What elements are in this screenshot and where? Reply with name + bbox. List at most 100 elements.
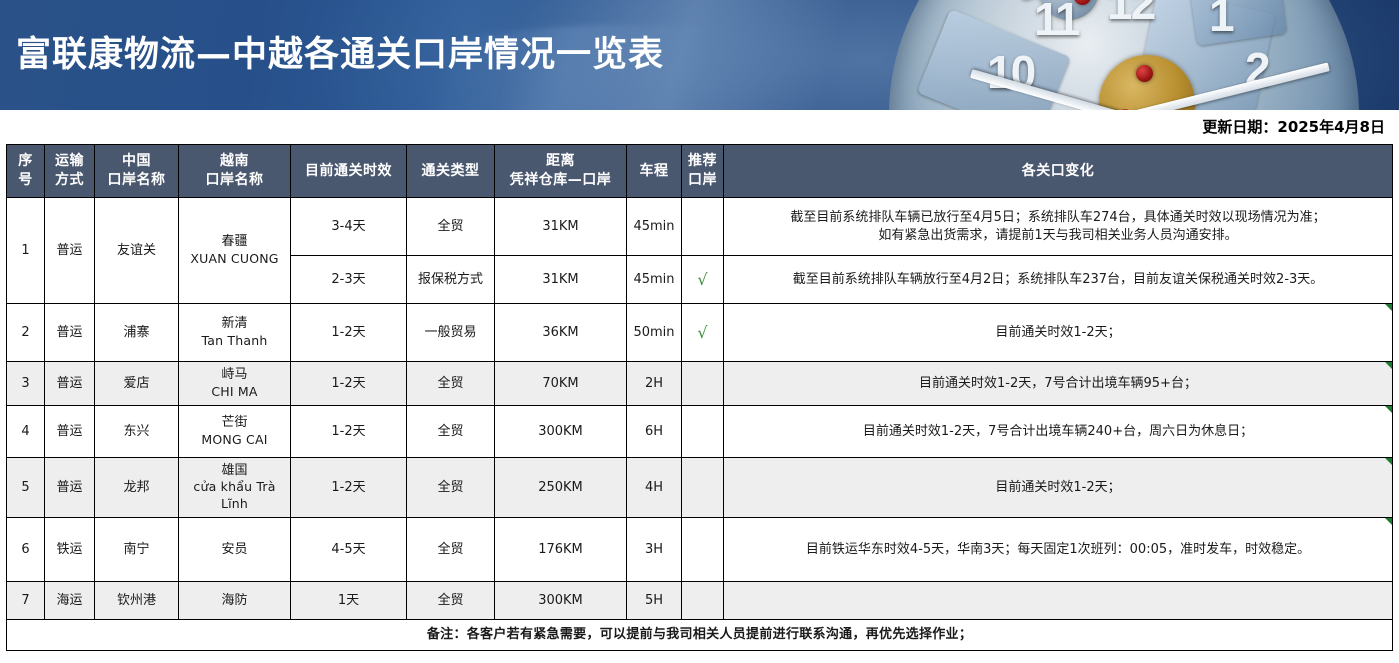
- column-header-recommended-line1: 推荐: [688, 153, 717, 170]
- cell-clearance-type: 全贸: [406, 457, 495, 518]
- check-icon: √: [697, 269, 708, 289]
- cell-vn-port: 芒街 MONG CAI: [178, 405, 291, 458]
- note-line: 截至目前系统排队车辆已放行至4月5日；系统排队车274台，具体通关时效以现场情况…: [790, 209, 1326, 225]
- cell-recommended: [681, 361, 724, 406]
- column-header-changes: 各关口变化: [723, 144, 1393, 198]
- note-line: 目前通关时效1-2天；: [995, 479, 1121, 495]
- cell-index: 1: [6, 197, 45, 304]
- cell-vn-port-latin: cửa khẩu Trà Lĩnh: [193, 479, 276, 512]
- page-title: 富联康物流—中越各通关口岸情况一览表: [16, 35, 665, 75]
- cell-vn-port: 春疆 XUAN CUONG: [178, 197, 291, 304]
- cell-distance: 300KM: [494, 581, 627, 620]
- table-row: 2 普运 浦寨 新清 Tan Thanh 1-2天 一般贸易 36KM 50min √ 目前通关时效…: [6, 303, 1393, 362]
- column-header-distance: 距离 凭祥仓库—口岸: [494, 144, 627, 198]
- cell-drive-time: 45min: [626, 197, 682, 256]
- note-line: 目前铁运华东时效4-5天，华南3天；每天固定1次班列：00:05，准时发车，时效…: [805, 541, 1311, 557]
- column-header-cn-port: 中国 口岸名称: [94, 144, 179, 198]
- cell-index: 5: [6, 457, 45, 518]
- cell-transport-mode: 普运: [44, 457, 95, 518]
- cell-cn-port: 南宁: [94, 517, 179, 582]
- cell-lead-time: 1-2天: [290, 405, 407, 458]
- footer-remark: 备注：各客户若有紧急需要，可以提前与我司相关人员提前进行联系沟通，再优先选择作业…: [6, 619, 1393, 651]
- cell-lead-time: 4-5天: [290, 517, 407, 582]
- column-header-distance-line1: 距离: [546, 153, 575, 170]
- cell-distance: 31KM: [494, 197, 627, 256]
- cell-transport-mode: 普运: [44, 303, 95, 362]
- column-header-transport-mode: 运输 方式: [44, 144, 95, 198]
- update-date-label: 更新日期：2025年4月8日: [1202, 118, 1385, 136]
- cell-drive-time: 6H: [626, 405, 682, 458]
- cell-clearance-type: 全贸: [406, 361, 495, 406]
- cell-vn-port: 雄国 cửa khẩu Trà Lĩnh: [178, 457, 291, 518]
- cell-cn-port: 钦州港: [94, 581, 179, 620]
- cell-lead-time: 1-2天: [290, 361, 407, 406]
- cell-index: 6: [6, 517, 45, 582]
- comment-marker-icon: [1385, 362, 1392, 369]
- clock-photo: 12 11 10 9 1 2: [839, 0, 1399, 110]
- cell-transport-mode: 普运: [44, 361, 95, 406]
- cell-cn-port: 友谊关: [94, 197, 179, 304]
- column-header-drive-time: 车程: [626, 144, 682, 198]
- comment-marker-icon: [1385, 304, 1392, 311]
- gear-icon: [1039, 0, 1099, 20]
- cell-vn-port: 新清 Tan Thanh: [178, 303, 291, 362]
- cell-index: 4: [6, 405, 45, 458]
- table-row: 6 铁运 南宁 安员 4-5天 全贸 176KM 3H 目前铁运华东时效4-5天，华南3天；每天…: [6, 517, 1393, 582]
- column-header-vn-port: 越南 口岸名称: [178, 144, 291, 198]
- cell-index: 3: [6, 361, 45, 406]
- column-header-distance-line2: 凭祥仓库—口岸: [509, 172, 612, 188]
- table-body: 1 普运 友谊关 春疆 XUAN CUONG 3-4天 全贸 31KM 45min 截至目前系统排…: [6, 197, 1393, 620]
- cell-lead-time: 1天: [290, 581, 407, 620]
- clock-numeral-11: 11: [1034, 0, 1081, 45]
- column-header-recommended: 推荐 口岸: [681, 144, 724, 198]
- note-line: 目前通关时效1-2天，7号合计出境车辆95+台；: [919, 375, 1197, 391]
- cell-index: 2: [6, 303, 45, 362]
- cell-changes-note: 截至目前系统排队车辆放行至4月2日；系统排队车237台，目前友谊关保税通关时效2…: [723, 255, 1393, 304]
- cell-changes-note: 目前通关时效1-2天；: [723, 303, 1393, 362]
- cell-vn-port-chinese: 峙马: [221, 367, 248, 383]
- comment-marker-icon: [1385, 406, 1392, 413]
- cell-drive-time: 3H: [626, 517, 682, 582]
- cell-recommended: [681, 405, 724, 458]
- comment-marker-icon: [1385, 518, 1392, 525]
- table-row: 2-3天 报保税方式 31KM 45min √ 截至目前系统排队车辆放行至4月2日；系统排…: [7, 255, 1393, 304]
- cell-vn-port-chinese: 海防: [221, 592, 248, 608]
- cell-recommended: [681, 517, 724, 582]
- cell-distance: 176KM: [494, 517, 627, 582]
- cell-distance: 250KM: [494, 457, 627, 518]
- cell-vn-port: 峙马 CHI MA: [178, 361, 291, 406]
- cell-cn-port: 龙邦: [94, 457, 179, 518]
- column-header-transport-mode-line2: 方式: [55, 172, 84, 188]
- cell-vn-port-latin: MONG CAI: [201, 431, 268, 447]
- cell-distance: 31KM: [494, 255, 627, 304]
- column-header-lead-time: 目前通关时效: [290, 144, 407, 198]
- cell-vn-port: 安员: [178, 517, 291, 582]
- table-header-row: 序 号 运输 方式 中国 口岸名称 越南 口岸名称 目前通关时效 通关类型: [6, 144, 1393, 198]
- column-header-cn-port-line2: 口岸名称: [107, 172, 166, 188]
- clock-numeral-12: 12: [1107, 0, 1156, 29]
- cell-recommended: √: [681, 303, 724, 362]
- cell-cn-port: 爱店: [94, 361, 179, 406]
- cell-lead-time: 1-2天: [290, 303, 407, 362]
- cell-drive-time: 5H: [626, 581, 682, 620]
- clock-hub: [1118, 109, 1132, 110]
- cell-vn-port-chinese: 雄国: [221, 462, 248, 478]
- cell-transport-mode: 铁运: [44, 517, 95, 582]
- column-header-cn-port-line1: 中国: [122, 153, 151, 170]
- column-header-vn-port-line1: 越南: [220, 153, 249, 170]
- cell-changes-note: [723, 581, 1393, 620]
- border-crossing-table: 序 号 运输 方式 中国 口岸名称 越南 口岸名称 目前通关时效 通关类型: [6, 144, 1393, 651]
- table-footer: 备注：各客户若有紧急需要，可以提前与我司相关人员提前进行联系沟通，再优先选择作业…: [6, 619, 1393, 651]
- cell-recommended: √: [681, 255, 724, 304]
- cell-clearance-type: 全贸: [406, 517, 495, 582]
- cell-changes-note: 目前通关时效1-2天，7号合计出境车辆95+台；: [723, 361, 1393, 406]
- cell-changes-note: 目前铁运华东时效4-5天，华南3天；每天固定1次班列：00:05，准时发车，时效…: [723, 517, 1393, 582]
- cell-drive-time: 50min: [626, 303, 682, 362]
- date-bar: 更新日期：2025年4月8日: [0, 110, 1399, 144]
- note-line: 如有紧急出货需求，请提前1天与我司相关业务人员沟通安排。: [878, 227, 1238, 243]
- cell-transport-mode: 海运: [44, 581, 95, 620]
- cell-distance: 70KM: [494, 361, 627, 406]
- table-container: 序 号 运输 方式 中国 口岸名称 越南 口岸名称 目前通关时效 通关类型: [0, 144, 1399, 651]
- column-header-index-line2: 号: [18, 172, 33, 188]
- cell-lead-time: 1-2天: [290, 457, 407, 518]
